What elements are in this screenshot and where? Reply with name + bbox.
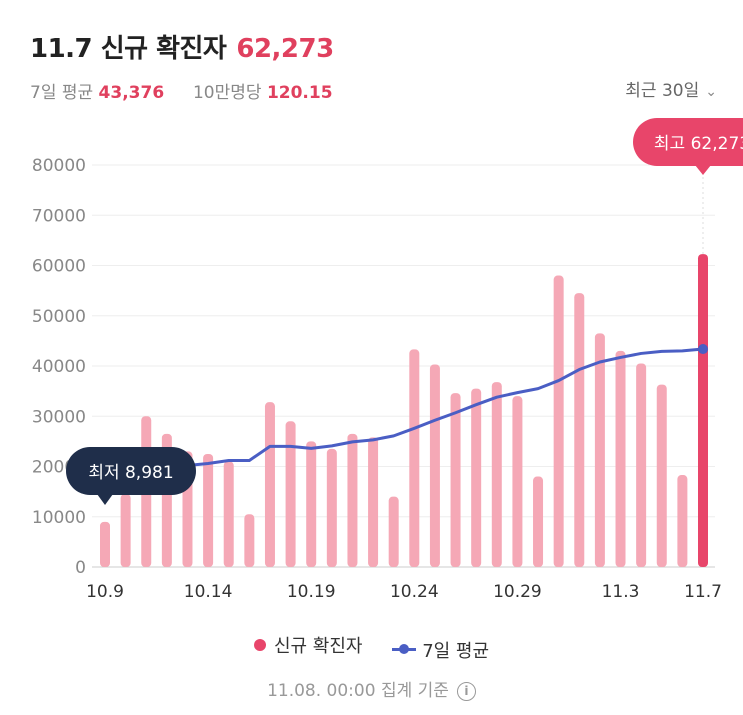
x-tick-label: 10.24 (390, 582, 439, 602)
bar (450, 393, 461, 567)
x-tick-label: 10.14 (184, 582, 233, 602)
y-tick-label: 70000 (32, 206, 86, 226)
avg-line-end-point (698, 344, 708, 355)
legend-line-swatch (392, 644, 417, 654)
bar (326, 448, 337, 567)
bar (698, 254, 708, 567)
bar (306, 441, 317, 567)
header: 11.7 신규 확진자 62,273 (30, 28, 334, 65)
avg-label: 7일 평균 (30, 83, 94, 103)
bar (512, 396, 523, 567)
bar (677, 475, 688, 567)
max-badge-label: 최고 62,273 (654, 134, 743, 154)
bar (223, 461, 234, 567)
y-tick-label: 80000 (32, 156, 86, 176)
bar (388, 496, 399, 567)
bar (491, 382, 502, 567)
bar (100, 521, 110, 567)
footer: 11.08. 00:00 집계 기준 i (0, 676, 743, 701)
y-tick-label: 30000 (32, 407, 86, 427)
legend-bar-label: 신규 확진자 (273, 636, 363, 657)
bar (533, 476, 544, 567)
min-badge-pointer (97, 494, 113, 505)
bar (574, 293, 585, 567)
legend-item-bar[interactable]: 신규 확진자 (253, 632, 363, 658)
min-badge-label: 최저 8,981 (88, 463, 173, 483)
bar (409, 349, 420, 567)
y-tick-label: 40000 (32, 357, 86, 377)
y-tick-label: 60000 (32, 257, 86, 277)
bar (244, 514, 255, 567)
title-value: 62,273 (236, 34, 334, 64)
legend-bar-swatch (253, 639, 266, 651)
legend-line-label: 7일 평균 (422, 640, 490, 662)
max-badge-pointer (695, 165, 711, 175)
x-tick-label: 11.7 (684, 582, 722, 602)
min-badge-bg (66, 447, 196, 495)
y-tick-label: 0 (75, 558, 86, 578)
range-label: 최근 30일 (625, 81, 700, 101)
footer-text: 11.08. 00:00 집계 기준 (267, 681, 449, 701)
per-value: 120.15 (266, 83, 333, 103)
bar (471, 388, 482, 567)
x-tick-label: 11.3 (602, 582, 640, 602)
bar (615, 350, 626, 567)
y-tick-label: 50000 (32, 307, 86, 327)
max-badge-bg (633, 118, 743, 166)
avg-line (104, 347, 704, 474)
bar (285, 421, 296, 567)
bar (553, 275, 564, 567)
bar (429, 364, 440, 567)
bar (656, 384, 667, 567)
page-title: 11.7 신규 확진자 62,273 (30, 28, 334, 65)
x-tick-label: 10.19 (287, 582, 336, 602)
per-label: 10만명당 (192, 83, 262, 103)
summary-row: 7일 평균 43,376 10만명당 120.15 (30, 78, 333, 103)
bar (368, 437, 379, 567)
x-tick-label: 10.29 (493, 582, 542, 602)
chevron-down-icon: ⌄ (705, 84, 717, 100)
range-dropdown[interactable]: 최근 30일 ⌄ (625, 76, 717, 101)
chart: 0100002000030000400005000060000700008000… (32, 118, 743, 602)
bar (264, 402, 275, 567)
bar (203, 453, 214, 567)
y-tick-label: 10000 (32, 508, 86, 528)
avg-value: 43,376 (98, 83, 165, 103)
legend: 신규 확진자 7일 평균 (0, 632, 743, 663)
x-tick-label: 10.9 (86, 582, 124, 602)
bar (347, 433, 358, 567)
min-badge: 최저 8,981 (66, 447, 196, 505)
bar (120, 494, 131, 567)
legend-item-line[interactable]: 7일 평균 (392, 637, 489, 663)
info-icon[interactable]: i (456, 681, 476, 701)
bar (594, 333, 605, 567)
max-badge: 최고 62,273 (633, 118, 743, 175)
title-text: 11.7 신규 확진자 (30, 34, 227, 64)
bar (636, 363, 647, 567)
